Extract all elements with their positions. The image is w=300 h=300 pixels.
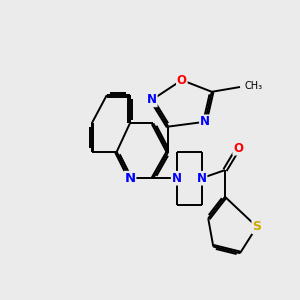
Text: O: O xyxy=(177,74,187,87)
Text: N: N xyxy=(196,172,207,185)
Text: O: O xyxy=(233,142,243,155)
Text: N: N xyxy=(200,115,210,128)
Text: N: N xyxy=(124,172,136,185)
Text: N: N xyxy=(172,172,182,185)
Text: S: S xyxy=(252,220,261,233)
Text: CH₃: CH₃ xyxy=(244,80,262,91)
Text: N: N xyxy=(147,93,157,106)
